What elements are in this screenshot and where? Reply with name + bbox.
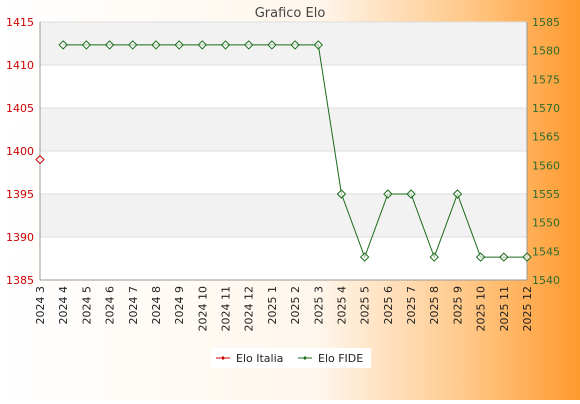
right-tick-label: 1570	[532, 102, 560, 115]
x-tick-label: 2025 1	[266, 286, 279, 325]
x-tick-label: 2024 12	[243, 286, 256, 332]
grid-band	[40, 237, 527, 280]
x-tick-label: 2024 11	[220, 286, 233, 332]
right-tick-label: 1580	[532, 45, 560, 58]
legend: Elo Italia Elo FIDE	[211, 348, 371, 368]
x-tick-label: 2024 7	[127, 286, 140, 325]
grid-bands	[40, 22, 527, 280]
data-point	[244, 40, 254, 50]
data-point	[429, 252, 439, 262]
data-point	[81, 40, 92, 50]
right-tick-label: 1585	[532, 16, 560, 29]
x-tick-label: 2025 11	[498, 286, 511, 332]
left-tick-label: 1390	[6, 231, 34, 244]
left-tick-label: 1385	[6, 274, 34, 287]
right-tick-label: 1545	[532, 245, 560, 258]
data-point	[406, 189, 416, 199]
right-tick-label: 1550	[532, 217, 560, 230]
data-point	[336, 189, 347, 199]
series-0	[35, 154, 45, 165]
data-point	[290, 40, 300, 50]
right-axis-ticks: 1540 1545 1550 1555 1560 1565 1570 1575 1580 1585	[532, 16, 560, 287]
x-tick-label: 2024 8	[150, 286, 163, 325]
x-tick-label: 2025 2	[289, 286, 302, 325]
data-point	[151, 40, 161, 50]
axes	[39, 22, 528, 281]
left-tick-label: 1410	[6, 59, 34, 72]
data-point	[128, 40, 138, 50]
data-point	[267, 40, 277, 50]
legend-box	[211, 348, 371, 368]
x-tick-label: 2024 5	[80, 286, 93, 325]
data-point	[452, 189, 463, 199]
left-tick-label: 1395	[6, 188, 34, 201]
series-layer	[35, 40, 532, 262]
grid-band	[40, 194, 527, 237]
data-point	[220, 40, 231, 50]
left-tick-label: 1415	[6, 16, 34, 29]
x-axis-ticks: 2024 3 2024 4 2024 5 2024 6 2024 7 2024 8 2024…	[34, 286, 534, 332]
series-1	[58, 40, 532, 262]
data-point	[383, 189, 393, 199]
x-tick-label: 2025 8	[428, 286, 441, 325]
x-tick-label: 2025 12	[521, 286, 534, 332]
legend-marker	[303, 356, 307, 360]
x-tick-label: 2025 10	[475, 286, 488, 332]
right-tick-label: 1555	[532, 188, 560, 201]
data-point	[359, 252, 370, 262]
x-tick-label: 2025 6	[382, 286, 395, 325]
grid-band	[40, 108, 527, 151]
x-tick-label: 2024 6	[104, 286, 117, 325]
x-tick-label: 2025 3	[312, 286, 325, 325]
data-point	[197, 40, 208, 50]
x-tick-label: 2024 9	[173, 286, 186, 325]
legend-label: Elo FIDE	[318, 352, 363, 365]
legend-label: Elo Italia	[236, 352, 283, 365]
data-point	[313, 40, 323, 50]
left-tick-label: 1400	[6, 145, 34, 158]
grid-band	[40, 22, 527, 65]
x-tick-label: 2025 4	[335, 286, 348, 325]
data-point	[58, 40, 68, 50]
right-tick-label: 1565	[532, 131, 560, 144]
data-point	[475, 252, 486, 262]
legend-marker	[221, 356, 225, 360]
left-tick-label: 1405	[6, 102, 34, 115]
grid-band	[40, 65, 527, 108]
left-axis-ticks: 1385 1390 1395 1400 1405 1410 1415	[6, 16, 34, 287]
x-tick-label: 2025 5	[359, 286, 372, 325]
right-tick-label: 1560	[532, 159, 560, 172]
grid-band	[40, 151, 527, 194]
x-tick-label: 2025 7	[405, 286, 418, 325]
x-tick-label: 2024 10	[196, 286, 209, 332]
data-point	[499, 252, 509, 262]
x-tick-label: 2024 3	[34, 286, 47, 325]
right-tick-label: 1540	[532, 274, 560, 287]
data-point	[522, 252, 532, 262]
x-tick-label: 2025 9	[451, 286, 464, 325]
data-point	[104, 40, 115, 50]
x-tick-label: 2024 4	[57, 286, 70, 325]
right-tick-label: 1575	[532, 73, 560, 86]
data-point	[174, 40, 184, 50]
data-point	[35, 154, 45, 165]
chart-title: Grafico Elo	[255, 6, 326, 21]
